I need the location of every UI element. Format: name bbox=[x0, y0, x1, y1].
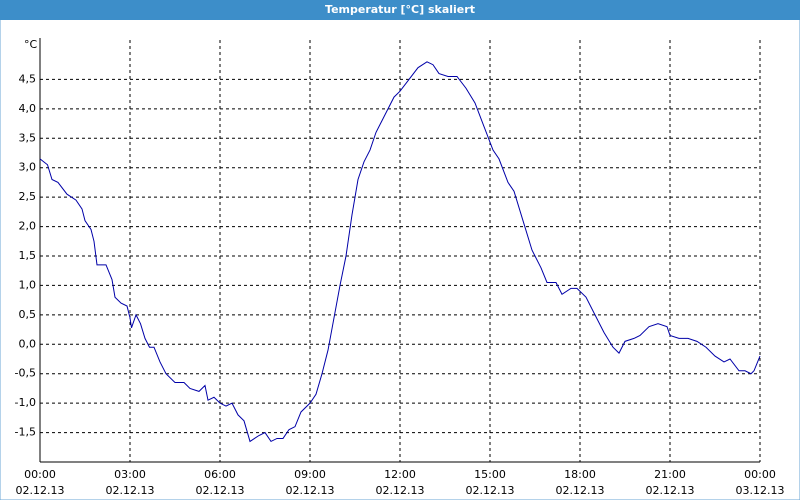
x-tick-date: 02.12.13 bbox=[466, 484, 515, 497]
data-line bbox=[39, 61, 761, 443]
y-axis-label: °C bbox=[24, 38, 38, 51]
y-tick-label: 1,5 bbox=[19, 249, 37, 262]
x-tick-label: 12:00 bbox=[384, 468, 416, 481]
x-tick-label: 00:00 bbox=[744, 468, 776, 481]
y-tick-label: 2,5 bbox=[19, 190, 37, 203]
y-tick-label: 1,0 bbox=[19, 278, 37, 291]
x-tick-label: 09:00 bbox=[294, 468, 326, 481]
x-tick-date: 02.12.13 bbox=[376, 484, 425, 497]
y-tick-label: -0,5 bbox=[15, 367, 36, 380]
y-tick-label: 3,0 bbox=[19, 161, 37, 174]
x-tick-label: 03:00 bbox=[114, 468, 146, 481]
y-tick-label: 4,0 bbox=[19, 102, 37, 115]
x-tick-label: 21:00 bbox=[654, 468, 686, 481]
x-tick-date: 02.12.13 bbox=[196, 484, 245, 497]
x-tick-date: 02.12.13 bbox=[286, 484, 335, 497]
x-tick-date: 02.12.13 bbox=[646, 484, 695, 497]
y-tick-label: -1,0 bbox=[15, 396, 36, 409]
title-bar bbox=[0, 0, 800, 20]
x-tick-date: 02.12.13 bbox=[556, 484, 605, 497]
y-tick-label: 2,0 bbox=[19, 220, 37, 233]
x-tick-date: 02.12.13 bbox=[106, 484, 155, 497]
x-tick-label: 15:00 bbox=[474, 468, 506, 481]
y-tick-label: 4,5 bbox=[19, 72, 37, 85]
x-tick-label: 06:00 bbox=[204, 468, 236, 481]
chart-title: Temperatur [°C] skaliert bbox=[325, 3, 475, 16]
x-tick-label: 18:00 bbox=[564, 468, 596, 481]
x-tick-date: 03.12.13 bbox=[736, 484, 785, 497]
y-tick-label: 3,5 bbox=[19, 131, 37, 144]
x-tick-label: 00:00 bbox=[24, 468, 56, 481]
y-tick-label: 0,0 bbox=[19, 337, 37, 350]
x-tick-date: 02.12.13 bbox=[16, 484, 65, 497]
y-tick-label: -1,5 bbox=[15, 426, 36, 439]
y-tick-label: 0,5 bbox=[19, 308, 37, 321]
